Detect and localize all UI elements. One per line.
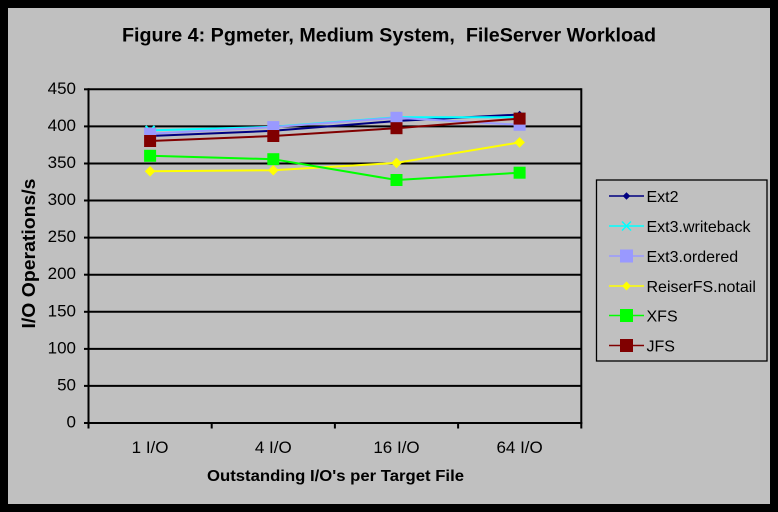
svg-text:Figure 4: Pgmeter, Medium Syst: Figure 4: Pgmeter, Medium System, FileSe… [122, 26, 656, 47]
svg-text:JFS: JFS [647, 339, 675, 356]
svg-text:300: 300 [48, 190, 76, 209]
svg-text:400: 400 [48, 116, 76, 135]
svg-text:350: 350 [48, 153, 76, 172]
svg-text:ReiserFS.notail: ReiserFS.notail [647, 279, 756, 296]
svg-text:16 I/O: 16 I/O [373, 438, 419, 457]
svg-text:1 I/O: 1 I/O [132, 438, 169, 457]
svg-text:200: 200 [48, 264, 76, 283]
svg-text:64 I/O: 64 I/O [496, 438, 542, 457]
svg-text:0: 0 [67, 413, 76, 432]
svg-text:250: 250 [48, 227, 76, 246]
svg-text:50: 50 [57, 375, 76, 394]
svg-text:I/O Operations/s: I/O Operations/s [19, 179, 39, 329]
svg-text:XFS: XFS [647, 309, 678, 326]
svg-text:Ext3.writeback: Ext3.writeback [647, 219, 752, 236]
svg-text:Ext3.ordered: Ext3.ordered [647, 249, 739, 266]
svg-text:Ext2: Ext2 [647, 189, 679, 206]
svg-text:150: 150 [48, 301, 76, 320]
svg-text:100: 100 [48, 338, 76, 357]
svg-text:4 I/O: 4 I/O [255, 438, 292, 457]
svg-text:Outstanding I/O's per Target F: Outstanding I/O's per Target File [207, 468, 464, 485]
svg-text:450: 450 [48, 79, 76, 98]
